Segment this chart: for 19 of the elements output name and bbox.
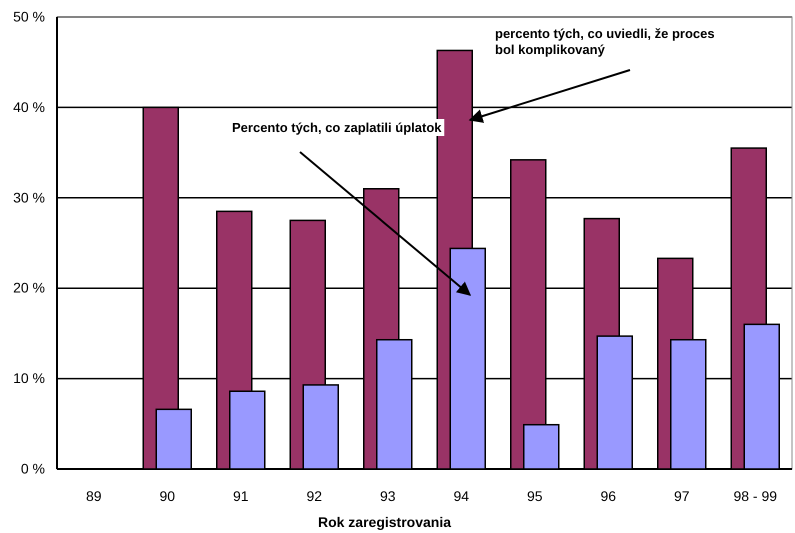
y-tick-label: 0 % <box>20 460 45 476</box>
x-tick-label: 90 <box>159 488 176 504</box>
x-tick-label: 98 - 99 <box>733 488 778 504</box>
annotation: Percento tých, co zaplatili úplatok <box>232 120 442 135</box>
x-tick-label: 95 <box>526 488 543 504</box>
y-tick-label: 10 % <box>13 370 45 386</box>
annotation: percento tých, co uviedli, že proces bol komplikovaný <box>495 26 715 57</box>
x-tick-label: 96 <box>600 488 616 504</box>
x-axis-title: Rok zaregistrovania <box>318 514 452 530</box>
x-tick-label: 91 <box>232 488 249 504</box>
x-tick-label: 89 <box>86 488 102 504</box>
y-tick-label: 50 % <box>13 8 45 24</box>
x-tick-label: 93 <box>380 488 396 504</box>
x-tick-label: 97 <box>674 488 690 504</box>
x-tick-label: 94 <box>453 488 470 504</box>
y-tick-label: 20 % <box>13 280 45 296</box>
x-tick-label: 92 <box>306 488 322 504</box>
y-tick-label: 40 % <box>13 98 45 115</box>
y-tick-label: 30 % <box>13 189 45 206</box>
